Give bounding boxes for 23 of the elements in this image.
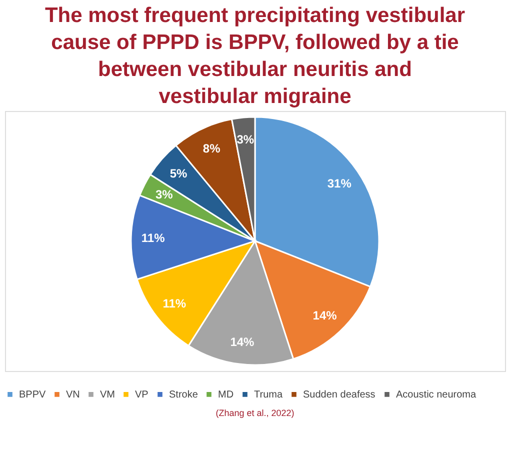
data-label: 14%: [230, 335, 255, 350]
legend-label: VM: [100, 389, 115, 400]
text: cause of PPPD is BPPV, followed by a tie: [51, 31, 459, 54]
legend-label: MD: [218, 389, 234, 400]
legend-label: BPPV: [19, 389, 46, 400]
data-label: 5%: [170, 166, 188, 181]
text: (Zhang et al., 2022): [216, 408, 294, 418]
text: between vestibular neuritis and: [98, 58, 412, 81]
legend-label: Stroke: [169, 389, 198, 400]
legend-label: Acoustic neuroma: [396, 389, 476, 400]
text: vestibular migraine: [158, 85, 352, 108]
data-label: 3%: [155, 188, 174, 202]
data-label: 31%: [327, 176, 352, 191]
data-label: 11%: [162, 296, 186, 311]
legend-label: Truma: [254, 389, 283, 400]
legend-label: Sudden deafess: [303, 389, 376, 400]
legend-label: VN: [66, 389, 80, 400]
data-label: 11%: [141, 230, 166, 245]
data-label: 14%: [312, 308, 338, 322]
legend-label: VP: [135, 389, 149, 400]
data-label: 8%: [202, 142, 221, 156]
text: The most frequent precipitating vestibular: [44, 4, 466, 27]
data-label: 3%: [236, 132, 254, 146]
